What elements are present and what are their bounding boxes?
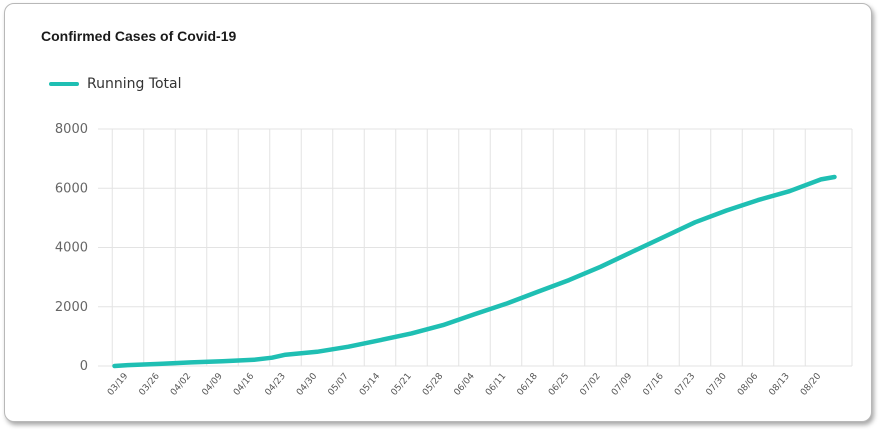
- x-tick-label: 06/18: [515, 371, 540, 398]
- chart-title: Confirmed Cases of Covid-19: [41, 28, 237, 44]
- x-tick-label: 07/16: [641, 371, 666, 398]
- chart-grid: [98, 128, 853, 367]
- x-tick-label: 06/04: [452, 371, 477, 398]
- x-tick-label: 04/23: [263, 372, 287, 398]
- y-tick-label: 6000: [55, 181, 88, 196]
- series-layer: [112, 174, 837, 369]
- y-tick-label: 2000: [55, 300, 88, 315]
- x-tick-label: 07/09: [610, 371, 635, 398]
- x-tick-label: 05/21: [389, 372, 413, 398]
- x-tick-label: 07/02: [578, 372, 602, 398]
- x-tick-label: 07/23: [673, 372, 697, 398]
- y-tick-label: 4000: [55, 241, 88, 256]
- legend-label-running-total: Running Total: [87, 76, 182, 92]
- y-tick-label: 8000: [55, 122, 88, 137]
- x-tick-label: 05/07: [326, 372, 350, 398]
- x-tick-label: 04/16: [232, 371, 257, 398]
- series-line-running-total: [112, 174, 837, 369]
- x-tick-label: 06/25: [547, 372, 571, 398]
- x-tick-label: 05/28: [421, 371, 446, 398]
- x-tick-label: 06/11: [484, 372, 508, 398]
- x-tick-label: 03/26: [137, 371, 162, 398]
- x-tick-label: 04/30: [295, 371, 320, 398]
- x-axis: 03/19 03/26 04/02 04/09 04/16 04/23 04/30 05/07…: [106, 371, 824, 398]
- x-tick-label: 04/02: [169, 372, 193, 398]
- x-tick-label: 04/09: [200, 371, 225, 398]
- chart-legend[interactable]: Running Total: [49, 76, 182, 92]
- legend-swatch-running-total: [49, 82, 79, 86]
- x-tick-label: 08/13: [767, 372, 791, 398]
- x-tick-label: 08/20: [799, 371, 824, 398]
- x-tick-label: 05/14: [358, 371, 383, 398]
- y-tick-label: 0: [80, 359, 88, 374]
- x-tick-label: 07/30: [704, 371, 729, 398]
- x-tick-label: 08/06: [736, 371, 761, 398]
- x-tick-label: 03/19: [106, 371, 131, 398]
- y-axis: 0 2000 4000 6000 8000: [55, 122, 88, 374]
